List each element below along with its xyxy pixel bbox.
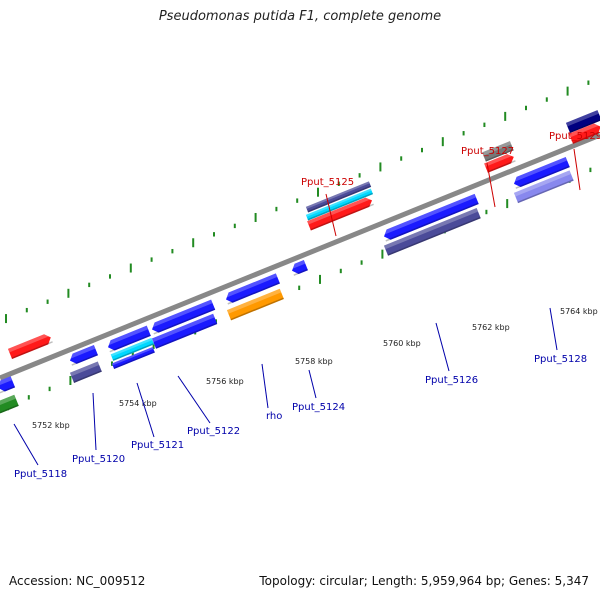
leader-line xyxy=(13,423,39,466)
tick-label: 5752 kbp xyxy=(32,421,70,430)
pput-5129-feature[interactable] xyxy=(565,110,600,134)
tick-label: 5754 kbp xyxy=(119,399,157,408)
rho-feature[interactable] xyxy=(223,273,280,305)
map-title: Pseudomonas putida F1, complete genome xyxy=(158,9,442,24)
gene-label-pput-5125[interactable]: Pput_5125 xyxy=(301,177,354,188)
leader-line xyxy=(325,193,337,237)
pput-5121-feature[interactable] xyxy=(111,346,155,370)
pput-5124-feature[interactable] xyxy=(289,260,308,276)
leader-line xyxy=(92,392,97,451)
gene-label-pput-5126[interactable]: Pput_5126 xyxy=(425,375,478,386)
leader-line xyxy=(486,162,496,208)
accession-text: Accession: NC_009512 xyxy=(9,574,146,588)
tick-label: 5758 kbp xyxy=(295,357,333,366)
leader-line xyxy=(261,363,269,409)
tick-labels: 5752 kbp 5754 kbp 5756 kbp 5758 kbp 5760 kbp… xyxy=(32,307,598,430)
tick-label: 5762 kbp xyxy=(472,323,510,332)
outer-tick-row xyxy=(5,80,590,324)
pput-5126-feature[interactable] xyxy=(383,208,481,256)
pput-5118-feature[interactable] xyxy=(0,394,19,414)
genome-backbone xyxy=(0,132,600,381)
gene-label-pput-5127[interactable]: Pput_5127 xyxy=(461,146,514,157)
tick-label: 5764 kbp xyxy=(560,307,598,316)
pput-5122-feature[interactable] xyxy=(149,299,216,335)
gene-label-pput-5122[interactable]: Pput_5122 xyxy=(187,426,240,437)
pput-5125-feature[interactable] xyxy=(307,195,374,231)
genome-summary-text: Topology: circular; Length: 5,959,964 bp… xyxy=(259,574,589,588)
pput-5118-feature[interactable] xyxy=(0,376,16,394)
leader-line xyxy=(435,322,450,372)
pput-5129-feature[interactable] xyxy=(568,121,600,144)
gene-feature[interactable] xyxy=(7,332,53,360)
gene-label-pput-5128[interactable]: Pput_5128 xyxy=(534,354,587,365)
label-leader-lines xyxy=(13,148,581,466)
gene-label-pput-5124[interactable]: Pput_5124 xyxy=(292,402,345,413)
pput-5127-feature[interactable] xyxy=(484,152,516,173)
leader-line xyxy=(573,148,581,191)
leader-line xyxy=(308,369,317,399)
rho-feature[interactable] xyxy=(226,288,284,321)
backbone-line xyxy=(0,132,600,381)
pput-5125-feature[interactable] xyxy=(305,181,372,213)
pput-5126-feature[interactable] xyxy=(381,193,479,242)
gene-label-pput-5120[interactable]: Pput_5120 xyxy=(72,454,125,465)
leader-line xyxy=(549,307,558,351)
gene-label-pput-5121[interactable]: Pput_5121 xyxy=(131,440,184,451)
pput-5120-feature[interactable] xyxy=(69,361,102,383)
leader-line xyxy=(136,382,155,438)
pput-5122-feature[interactable] xyxy=(151,313,218,349)
gene-label-rho[interactable]: rho xyxy=(266,411,282,422)
pput-5121-feature[interactable] xyxy=(110,337,155,361)
pput-5127-feature[interactable] xyxy=(482,141,514,162)
gene-label-pput-5129[interactable]: Pput_5129 xyxy=(549,131,600,142)
tick-label: 5760 kbp xyxy=(383,339,421,348)
pput-5120-feature[interactable] xyxy=(67,345,99,366)
pput-5121-feature[interactable] xyxy=(105,325,151,353)
leader-line xyxy=(177,375,211,424)
pput-5128-feature[interactable] xyxy=(513,170,574,204)
pput-5128-feature[interactable] xyxy=(511,156,570,189)
pput-5125-feature[interactable] xyxy=(305,188,374,221)
gene-label-pput-5118[interactable]: Pput_5118 xyxy=(14,469,67,480)
gene-features xyxy=(0,110,600,414)
tick-label: 5756 kbp xyxy=(206,377,244,386)
